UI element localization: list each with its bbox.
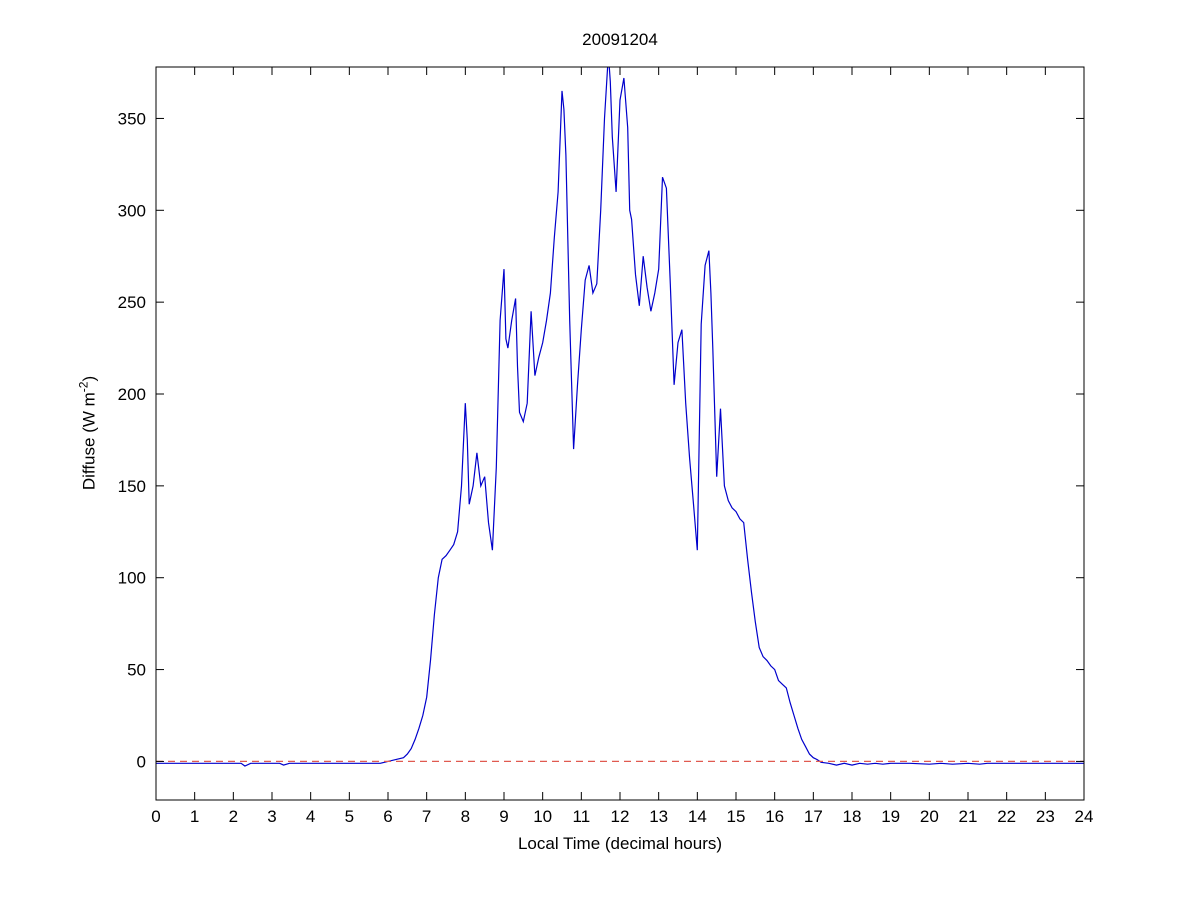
x-tick-label: 12: [611, 807, 630, 826]
y-tick-label: 100: [118, 569, 146, 588]
x-tick-label: 0: [151, 807, 160, 826]
x-tick-label: 11: [573, 807, 591, 826]
y-tick-label: 0: [137, 752, 146, 771]
y-tick-label: 250: [118, 293, 146, 312]
x-tick-label: 23: [1036, 807, 1055, 826]
x-tick-label: 22: [997, 807, 1016, 826]
x-tick-label: 21: [959, 807, 978, 826]
x-tick-label: 4: [306, 807, 315, 826]
series-diffuse-irradiance: [156, 67, 1084, 767]
x-tick-label: 8: [461, 807, 470, 826]
x-axis-label: Local Time (decimal hours): [517, 834, 723, 853]
x-tick-label: 24: [1075, 807, 1094, 826]
axes-box: [155, 66, 1085, 801]
x-tick-label: 3: [267, 807, 276, 826]
x-tick-label: 18: [843, 807, 862, 826]
x-tick-label: 1: [190, 807, 199, 826]
y-tick-label: 300: [118, 201, 146, 220]
x-tick-label: 13: [649, 807, 668, 826]
y-tick-label: 150: [118, 477, 146, 496]
x-tick-label: 15: [727, 807, 746, 826]
y-tick-label: 350: [118, 109, 146, 128]
x-tick-label: 14: [688, 807, 707, 826]
y-tick-label: 50: [127, 661, 146, 680]
x-tick-label: 9: [499, 807, 508, 826]
x-tick-label: 7: [422, 807, 431, 826]
x-tick-label: 16: [765, 807, 784, 826]
x-tick-label: 19: [881, 807, 900, 826]
y-tick-label: 200: [118, 385, 146, 404]
x-tick-label: 20: [920, 807, 939, 826]
x-tick-label: 17: [804, 807, 823, 826]
x-tick-label: 6: [383, 807, 392, 826]
x-tick-label: 5: [345, 807, 354, 826]
x-tick-label: 2: [229, 807, 238, 826]
chart-title: 20091204: [582, 30, 658, 49]
x-tick-label: 10: [533, 807, 552, 826]
